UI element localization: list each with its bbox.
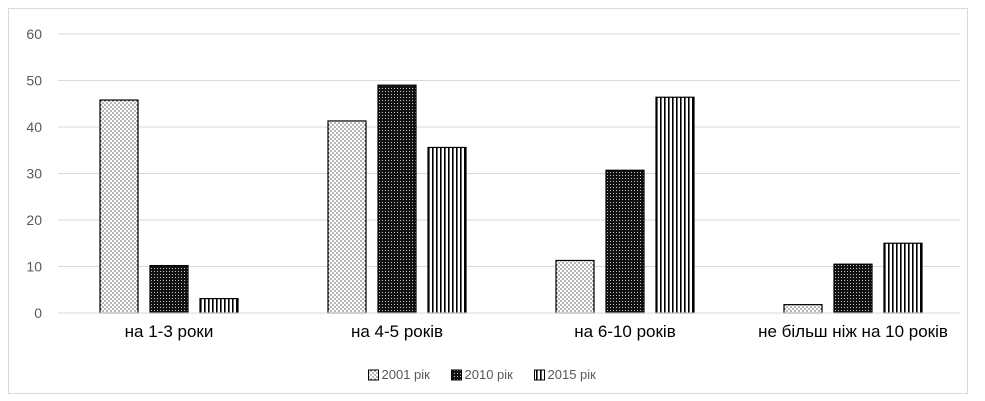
bar-2010-рік-1 xyxy=(377,84,417,314)
y-tick-label: 30 xyxy=(26,166,42,182)
legend-swatch-1 xyxy=(451,369,462,381)
bar-2001-рік-2 xyxy=(555,259,595,314)
bar-2015-рік-2 xyxy=(655,96,695,314)
bar-2001-рік-3 xyxy=(783,304,823,314)
bar-2010-рік-2 xyxy=(605,169,645,314)
y-tick-label: 20 xyxy=(26,212,42,228)
bars xyxy=(58,84,960,314)
y-tick-label: 40 xyxy=(26,119,42,135)
bar-2010-рік-0 xyxy=(149,264,189,314)
bar-2001-рік-1 xyxy=(327,120,367,314)
y-axis: 0 10 20 30 40 50 60 xyxy=(26,26,42,321)
legend: 2001 рік 2010 рік 2015 рік xyxy=(368,367,597,382)
category-label: не більш ніж на 10 років xyxy=(758,322,948,341)
legend-swatch-0 xyxy=(368,369,379,381)
legend-swatch-2 xyxy=(534,369,545,381)
legend-label-2: 2015 рік xyxy=(548,367,597,382)
category-label: на 4-5 років xyxy=(351,322,443,341)
category-label: на 1-3 роки xyxy=(125,322,214,341)
y-tick-label: 10 xyxy=(26,259,42,275)
legend-label-0: 2001 рік xyxy=(382,367,431,382)
bar-2015-рік-3 xyxy=(883,242,923,314)
grid-layer xyxy=(58,33,960,314)
bar-2010-рік-3 xyxy=(833,263,873,314)
bar-2001-рік-0 xyxy=(99,99,139,314)
category-label: на 6-10 років xyxy=(574,322,675,341)
bar-2015-рік-1 xyxy=(427,146,467,314)
y-tick-label: 50 xyxy=(26,73,42,89)
x-axis: на 1-3 роки на 4-5 років на 6-10 років не б… xyxy=(125,322,948,341)
y-tick-label: 0 xyxy=(34,305,42,321)
chart-frame xyxy=(8,8,968,394)
legend-label-1: 2010 рік xyxy=(465,367,514,382)
bar-2015-рік-0 xyxy=(199,297,239,314)
y-tick-label: 60 xyxy=(26,26,42,42)
